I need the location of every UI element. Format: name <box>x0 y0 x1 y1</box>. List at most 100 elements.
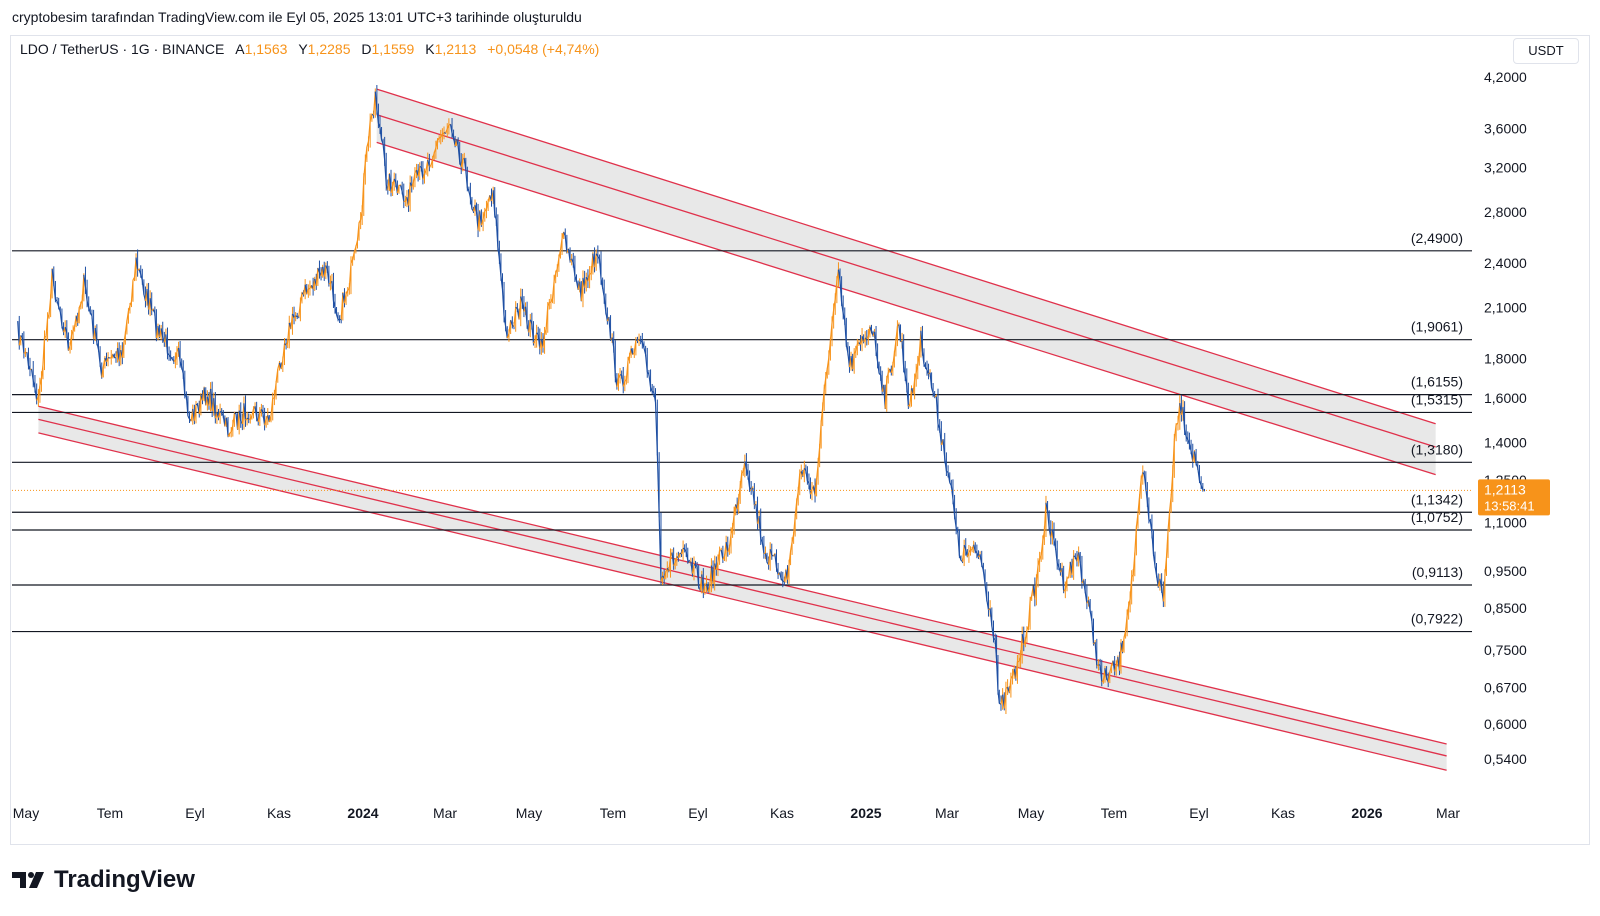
price-segment <box>388 173 392 193</box>
price-segment <box>510 320 513 326</box>
currency-button[interactable]: USDT <box>1513 38 1579 64</box>
lower-channel-top-line[interactable] <box>38 405 1447 745</box>
low-key: D <box>361 41 372 57</box>
price-axis-tick: 0,7500 <box>1484 642 1527 658</box>
price-segment <box>51 268 55 285</box>
level-label: (2,4900) <box>1411 230 1463 246</box>
price-segment <box>572 262 576 277</box>
price-segment <box>1046 511 1050 529</box>
brand-name: TradingView <box>54 866 195 893</box>
price-axis[interactable]: 4,2000 3,6000 3,2000 2,8000 2,4000 2,1000 1,80… <box>1484 69 1527 767</box>
price-segment <box>545 306 549 330</box>
price-segment <box>624 379 627 382</box>
price-segment <box>808 482 812 495</box>
price-segment <box>1162 575 1166 602</box>
price-segment <box>1172 440 1175 473</box>
price-segment <box>372 91 376 116</box>
price-axis-tick: 2,8000 <box>1484 204 1527 220</box>
price-segment <box>1164 557 1168 576</box>
price-segment <box>595 253 599 257</box>
price-segment <box>1037 559 1041 566</box>
price-segment <box>1135 513 1139 528</box>
price-segment <box>1195 463 1199 469</box>
price-segment <box>298 302 301 317</box>
price-segment <box>356 222 360 241</box>
price-segment <box>997 690 1000 704</box>
price-segment <box>789 541 793 552</box>
price-segment <box>744 461 747 470</box>
price-segment <box>347 287 350 291</box>
upper-channel-top-line[interactable] <box>376 88 1436 425</box>
close-value: 1,2113 <box>434 41 477 57</box>
price-segment <box>1200 485 1204 490</box>
price-segment <box>506 333 510 339</box>
time-axis[interactable]: May Tem Eyl Kas 2024 Mar May Tem Eyl Kas 2025 Mar Ma… <box>13 805 1461 821</box>
price-segment <box>1149 521 1153 533</box>
price-segment <box>121 342 125 358</box>
price-segment <box>682 547 686 550</box>
price-segment <box>332 301 336 308</box>
lower-channel-mid-line[interactable] <box>38 418 1447 757</box>
price-segment <box>390 185 394 194</box>
price-segment <box>369 114 373 122</box>
price-segment <box>937 423 941 429</box>
price-segment <box>225 417 229 437</box>
price-axis-tick: 1,4000 <box>1484 434 1527 450</box>
price-segment <box>653 392 657 403</box>
lower-channel-bottom-line[interactable] <box>38 432 1447 771</box>
price-segment <box>94 327 98 343</box>
upper-channel-band <box>376 89 1436 475</box>
price-segment <box>520 296 523 303</box>
price-segment <box>58 306 61 312</box>
level-label: (1,0752) <box>1411 509 1463 525</box>
price-segment <box>1121 637 1125 653</box>
upper-channel-bottom-line[interactable] <box>376 141 1436 476</box>
price-segment <box>304 284 308 294</box>
price-segment <box>217 411 221 418</box>
price-segment <box>364 146 368 162</box>
price-segment <box>500 276 504 290</box>
price-axis-tick: 2,1000 <box>1484 299 1527 315</box>
price-segment <box>864 337 868 340</box>
price-segment <box>50 268 53 298</box>
price-segment <box>463 158 467 171</box>
price-segment <box>78 303 82 308</box>
price-segment <box>947 472 951 483</box>
price-segment <box>193 404 197 421</box>
price-segment <box>1091 620 1095 645</box>
price-segment <box>1187 439 1190 444</box>
price-segment <box>728 533 732 549</box>
price-segment <box>127 305 131 312</box>
price-segment <box>855 343 858 352</box>
price-segment <box>1003 688 1007 709</box>
price-segment <box>556 258 560 269</box>
price-segment <box>353 246 357 253</box>
price-segment <box>529 319 533 325</box>
price-segment <box>608 317 612 340</box>
price-segment <box>809 488 813 495</box>
price-segment <box>460 158 464 168</box>
price-segment <box>230 425 234 433</box>
price-segment <box>603 296 607 312</box>
price-segment <box>727 547 730 553</box>
price-segment <box>1184 430 1187 437</box>
price-segment <box>438 136 442 139</box>
channel-layer <box>38 88 1447 771</box>
price-segment <box>558 250 562 259</box>
price-segment <box>129 301 133 306</box>
price-segment <box>501 289 505 317</box>
price-segment <box>326 269 330 284</box>
price-segment <box>1055 548 1058 564</box>
symbol-title[interactable]: LDO / TetherUS · 1G · BINANCE <box>20 41 225 57</box>
price-segment <box>796 491 799 502</box>
price-segment <box>221 412 224 417</box>
price-segment <box>749 487 752 490</box>
price-segment <box>287 322 290 343</box>
upper-channel-mid-line[interactable] <box>376 114 1436 448</box>
price-segment <box>290 313 294 329</box>
price-segment <box>886 372 889 380</box>
price-segment <box>837 269 841 281</box>
tradingview-logo[interactable]: TradingView <box>12 866 195 894</box>
price-segment <box>1029 595 1033 601</box>
